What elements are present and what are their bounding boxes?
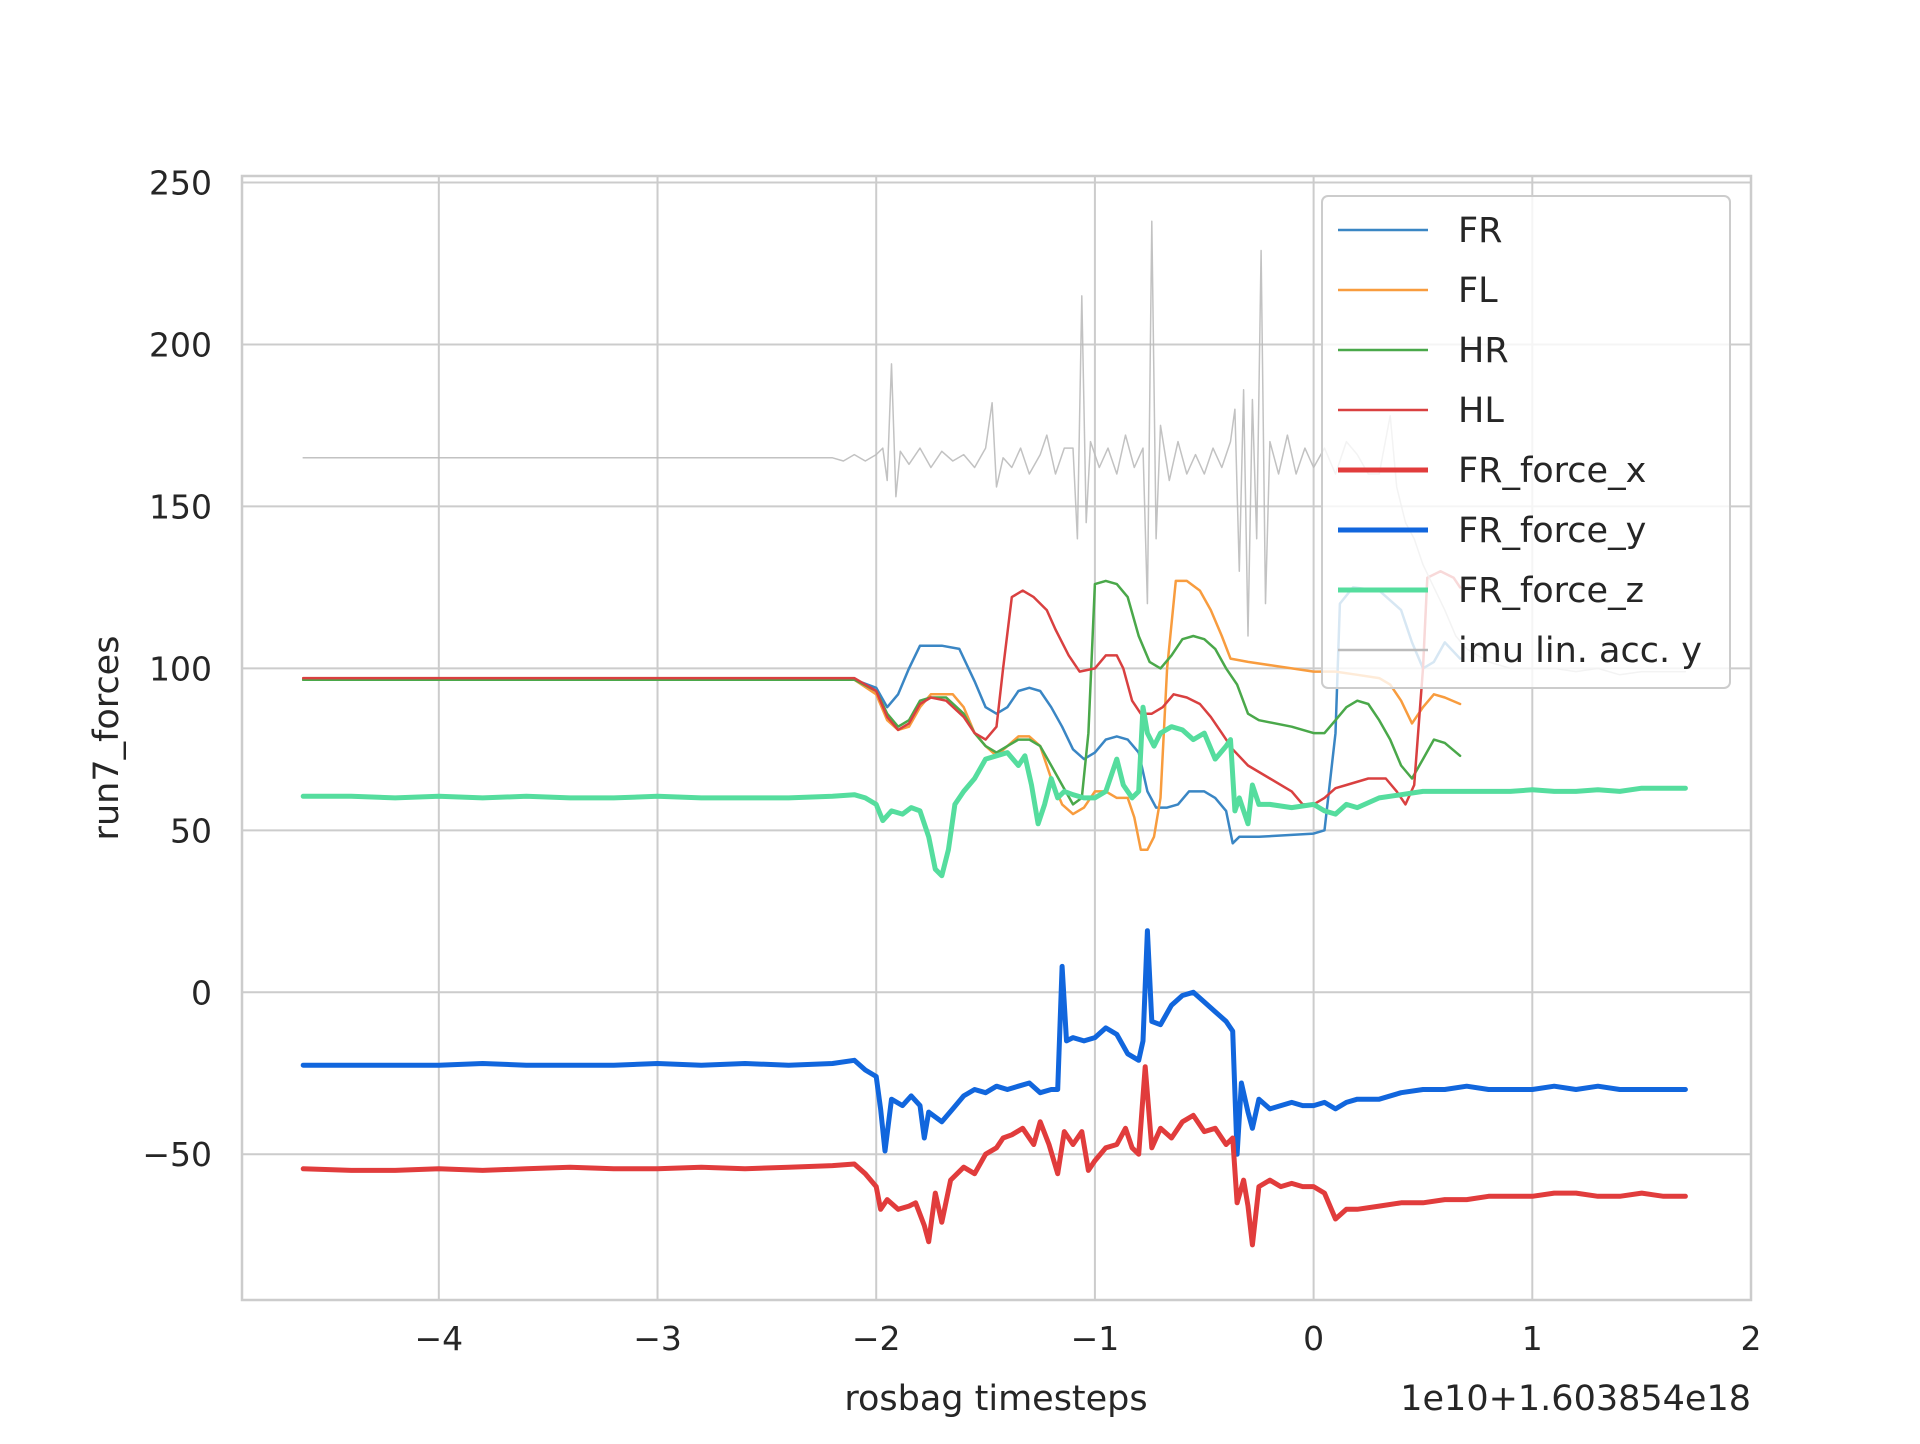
y-tick-label: 200 bbox=[149, 325, 212, 364]
y-tick-label: 0 bbox=[191, 973, 212, 1012]
y-tick-label: 150 bbox=[149, 487, 212, 526]
series-lines bbox=[300, 220, 1688, 1248]
x-tick-label: −3 bbox=[633, 1319, 682, 1358]
legend-label-fr-force-x: FR_force_x bbox=[1458, 451, 1646, 491]
y-tick-label: 50 bbox=[170, 811, 212, 850]
x-tick-label: 2 bbox=[1741, 1319, 1762, 1358]
x-tick-labels: −4 −3 −2 −1 0 1 2 bbox=[414, 1319, 1761, 1358]
legend-label-fr: FR bbox=[1458, 211, 1502, 251]
y-tick-label: 250 bbox=[149, 163, 212, 202]
x-tick-label: −4 bbox=[414, 1319, 463, 1358]
x-tick-label: 1 bbox=[1522, 1319, 1543, 1358]
y-tick-labels: −50 0 50 100 150 200 250 bbox=[142, 163, 212, 1174]
legend-box bbox=[1321, 195, 1731, 689]
legend-label-hr: HR bbox=[1458, 331, 1509, 371]
y-tick-label: 100 bbox=[149, 649, 212, 688]
y-axis-label: run7_forces bbox=[87, 636, 127, 841]
x-axis-label: rosbag timesteps bbox=[844, 1379, 1147, 1419]
legend-label-fl: FL bbox=[1458, 271, 1498, 311]
series-line-fr-force-y bbox=[300, 928, 1688, 1157]
legend: FR FL HR HL FR_force_x FR_force_y FR_force_zim… bbox=[1321, 195, 1731, 689]
y-tick-label: −50 bbox=[142, 1135, 212, 1174]
series-line-hr bbox=[301, 579, 1462, 806]
legend-label-fr-force-z: FR_force_z bbox=[1458, 571, 1644, 611]
x-tick-label: 0 bbox=[1303, 1319, 1324, 1358]
x-axis-offset-label: 1e10+1.603854e18 bbox=[1400, 1379, 1751, 1419]
x-tick-label: −2 bbox=[852, 1319, 901, 1358]
legend-label-imu-lin-acc-y: imu lin. acc. y bbox=[1458, 631, 1702, 671]
x-tick-label: −1 bbox=[1071, 1319, 1120, 1358]
series-line-fr-force-x bbox=[300, 1064, 1688, 1248]
series-line-fr-force-z bbox=[300, 704, 1688, 879]
legend-label-hl: HL bbox=[1458, 391, 1504, 431]
legend-label-fr-force-y: FR_force_y bbox=[1458, 511, 1646, 551]
plot-frame bbox=[240, 174, 1753, 1302]
